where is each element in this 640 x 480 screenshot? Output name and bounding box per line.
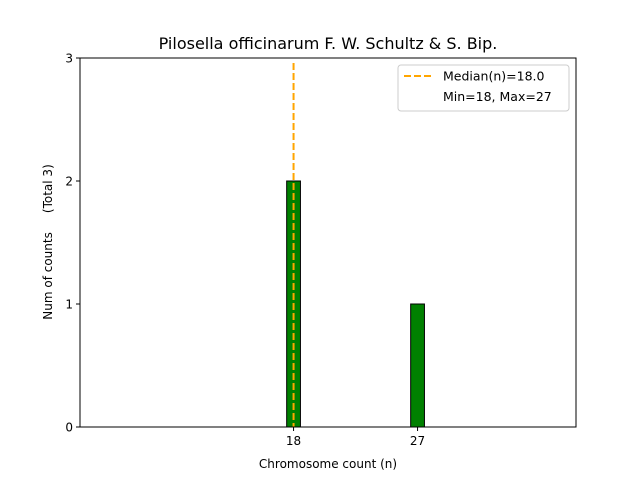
legend-median-label: Median(n)=18.0 bbox=[443, 69, 544, 84]
x-axis-label: Chromosome count (n) bbox=[259, 457, 397, 471]
y-tick-label-1: 1 bbox=[65, 298, 73, 312]
chart-title: Pilosella officinarum F. W. Schultz & S.… bbox=[159, 34, 498, 53]
x-tick-label-18: 18 bbox=[286, 434, 301, 448]
x-tick-label-27: 27 bbox=[410, 434, 425, 448]
plot-frame bbox=[79, 57, 577, 428]
bars-group bbox=[286, 180, 480, 428]
y-tick-label-0: 0 bbox=[65, 421, 73, 435]
legend-box bbox=[397, 64, 570, 112]
legend: Median(n)=18.0 Min=18, Max=27 bbox=[397, 64, 570, 112]
bar-27 bbox=[410, 303, 425, 428]
y-ticks: 0 1 2 3 bbox=[65, 52, 80, 435]
y-tick-label-2: 2 bbox=[65, 175, 73, 189]
x-ticks: 18 27 bbox=[286, 427, 425, 448]
y-tick-label-3: 3 bbox=[65, 52, 73, 66]
y-axis-label: Num of counts (Total 3) bbox=[41, 164, 55, 319]
legend-range-label: Min=18, Max=27 bbox=[443, 89, 552, 104]
